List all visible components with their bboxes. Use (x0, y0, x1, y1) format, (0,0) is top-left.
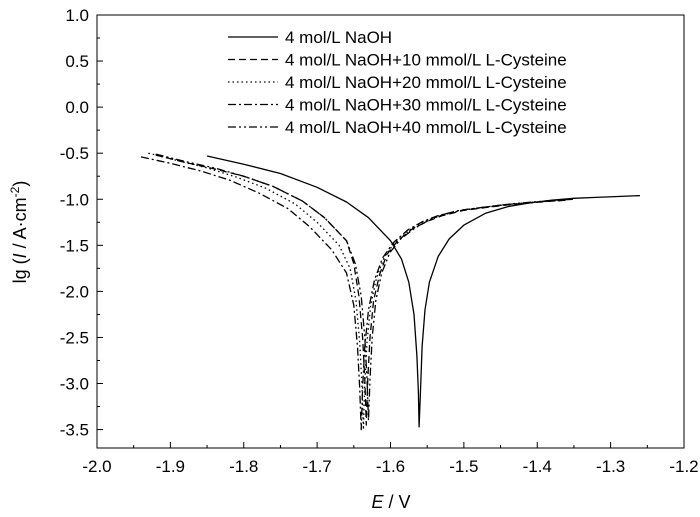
series-layer (140, 152, 641, 431)
x-tick-label: -1.7 (302, 457, 331, 476)
x-tick-label: -1.6 (376, 457, 405, 476)
y-tick-label: -1.5 (60, 236, 89, 255)
x-tick-label: -1.4 (523, 457, 552, 476)
y-tick-label: -3.0 (60, 375, 89, 394)
y-tick-label: -2.5 (60, 328, 89, 347)
x-tick-label: -1.5 (449, 457, 478, 476)
legend-label-3: 4 mol/L NaOH+20 mmol/L L-Cysteine (285, 73, 567, 92)
legend: 4 mol/L NaOH 4 mol/L NaOH+10 mmol/L L-Cys… (228, 28, 567, 137)
legend-label-5: 4 mol/L NaOH+40 mmol/L L-Cysteine (285, 118, 567, 137)
y-tick-label: -2.0 (60, 282, 89, 301)
y-tick-label: 0.5 (65, 52, 89, 71)
series-line-5 (155, 153, 574, 422)
x-tick-label: -1.2 (669, 457, 698, 476)
series-line-4 (140, 156, 567, 431)
x-tick-label: -2.0 (82, 457, 111, 476)
y-tick-label: 0.0 (65, 98, 89, 117)
x-axis-ticks: -2.0 -1.9 -1.8 -1.7 -1.6 -1.5 -1.4 -1.3 -1.2 (82, 442, 699, 476)
x-tick-label: -1.3 (596, 457, 625, 476)
legend-label-1: 4 mol/L NaOH (285, 28, 392, 47)
series-line-3 (148, 152, 567, 431)
y-tick-label: -3.5 (60, 421, 89, 440)
y-axis-ticks: 1.0 0.5 0.0 -0.5 -1.0 -1.5 -2.0 -2.5 -3.0 -3.5 (60, 6, 103, 440)
x-tick-label: -1.9 (156, 457, 185, 476)
y-tick-label: -0.5 (60, 144, 89, 163)
x-tick-label: -1.8 (229, 457, 258, 476)
series-line-2 (155, 154, 567, 426)
y-axis-label: lg (I / A·cm-2) (8, 181, 30, 284)
series-line-1 (206, 155, 641, 428)
legend-label-4: 4 mol/L NaOH+30 mmol/L L-Cysteine (285, 96, 567, 115)
legend-label-2: 4 mol/L NaOH+10 mmol/L L-Cysteine (285, 51, 567, 70)
y-tick-label: -1.0 (60, 190, 89, 209)
x-axis-label: E / V (371, 492, 410, 512)
y-tick-label: 1.0 (65, 6, 89, 25)
